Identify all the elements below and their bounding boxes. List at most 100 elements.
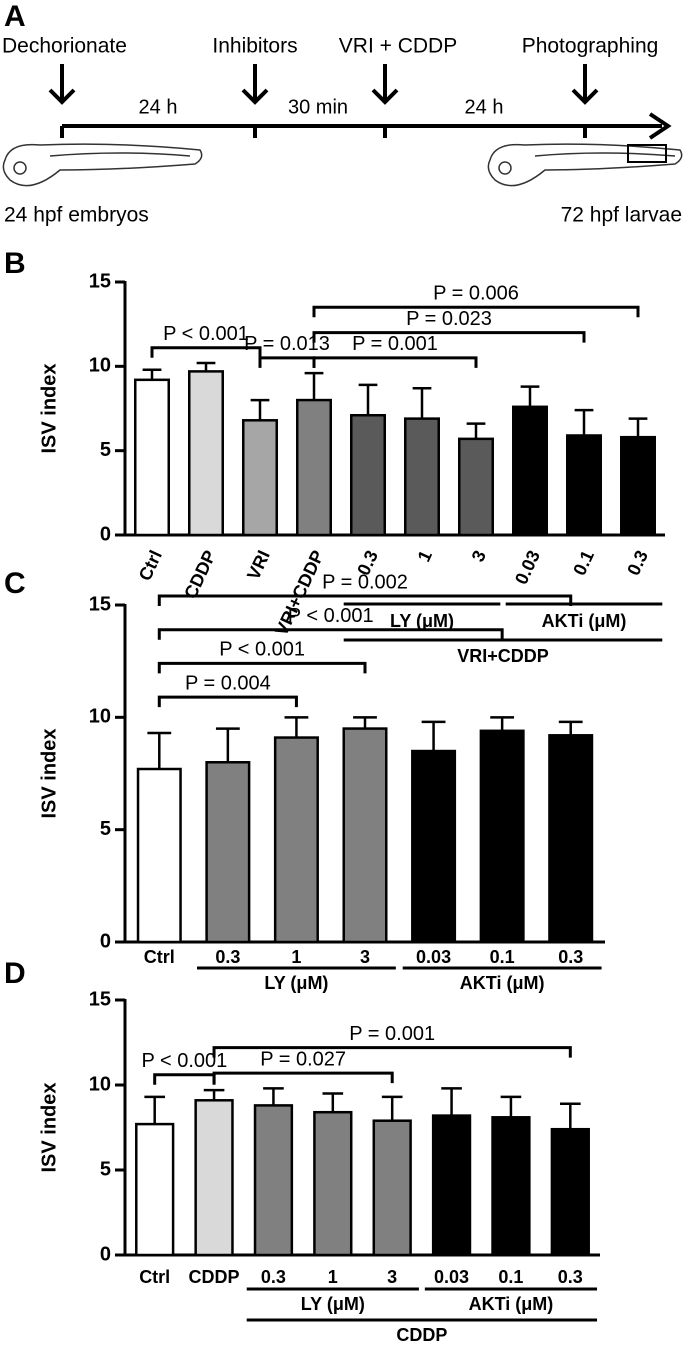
- y-tick-label: 10: [89, 1073, 111, 1095]
- y-axis-title: ISV index: [38, 1082, 60, 1172]
- x-tick-label: Ctrl: [135, 547, 166, 584]
- panel-label: D: [4, 957, 26, 990]
- significance-bracket: [258, 356, 316, 368]
- bar: [242, 419, 278, 537]
- timeline-arrows: [48, 64, 672, 140]
- bar: [411, 749, 457, 944]
- p-value: P = 0.023: [406, 308, 492, 330]
- x-tick-label: 0.3: [623, 547, 652, 578]
- group-label: CDDP: [396, 1325, 447, 1345]
- panel-label: B: [4, 247, 26, 280]
- y-tick-label: 15: [89, 988, 111, 1010]
- significance-bracket: [157, 695, 298, 708]
- panel-a: A Dechorionate Inhibitors VRI + CDDP Pho…: [2, 0, 683, 227]
- group-label: AKTi (μM): [542, 611, 627, 631]
- y-tick-label: 5: [100, 818, 111, 840]
- caption: 72 hpf larvae: [561, 204, 682, 227]
- group-label: AKTi (μM): [460, 973, 545, 993]
- group-label: LY (μM): [264, 973, 328, 993]
- p-value: P = 0.001: [352, 333, 438, 355]
- significance-bracket: [157, 628, 504, 640]
- y-tick-label: 0: [100, 930, 111, 952]
- bar: [342, 727, 388, 944]
- x-tick-label: CDDP: [189, 1267, 240, 1287]
- caption: 24 hpf embryos: [4, 204, 149, 227]
- bar: [548, 734, 594, 944]
- bar: [350, 413, 386, 537]
- x-tick-label: 3: [468, 547, 490, 565]
- x-tick-label: 0.3: [215, 947, 240, 967]
- bar: [566, 434, 602, 537]
- bar: [188, 370, 224, 537]
- panel-label: A: [4, 0, 26, 33]
- x-tick-label: 0.3: [261, 1267, 286, 1287]
- x-tick-label: 0.1: [569, 547, 598, 578]
- x-tick-label: 3: [360, 947, 370, 967]
- bar: [479, 729, 525, 944]
- group-label: LY (μM): [301, 1294, 365, 1314]
- y-tick-label: 0: [100, 523, 111, 545]
- significance-bracket: [312, 331, 586, 343]
- y-tick-label: 15: [89, 593, 111, 615]
- y-tick-label: 5: [100, 1158, 111, 1180]
- y-axis-title: ISV index: [38, 728, 60, 818]
- step-label: Dechorionate: [2, 35, 127, 58]
- bar: [296, 398, 332, 537]
- step-label: Photographing: [522, 35, 659, 58]
- interval-label: 30 min: [288, 96, 348, 118]
- x-tick-label: CDDP: [180, 547, 220, 602]
- p-value: P < 0.001: [219, 639, 305, 661]
- x-tick-label: Ctrl: [139, 1267, 170, 1287]
- significance-bracket: [312, 356, 478, 368]
- significance-bracket: [157, 594, 573, 607]
- step-label: Inhibitors: [212, 35, 297, 58]
- significance-bracket: [312, 305, 640, 318]
- step-label: VRI + CDDP: [339, 35, 457, 58]
- interval-label: 24 h: [465, 96, 504, 118]
- x-tick-label: 3: [387, 1267, 397, 1287]
- p-value: P = 0.027: [260, 1048, 346, 1070]
- p-value: P < 0.001: [163, 323, 249, 345]
- significance-bracket: [153, 1073, 216, 1085]
- x-tick-label: 1: [414, 547, 436, 565]
- bar: [491, 1116, 531, 1257]
- bar: [620, 435, 656, 537]
- group-label: AKTi (μM): [469, 1294, 554, 1314]
- x-tick-label: 0.03: [416, 947, 451, 967]
- bar: [135, 1122, 175, 1257]
- group-label: LY (μM): [390, 611, 454, 631]
- p-value: P = 0.006: [433, 283, 519, 305]
- group-label: VRI+CDDP: [457, 646, 549, 666]
- p-value: P < 0.001: [141, 1050, 227, 1072]
- y-tick-label: 0: [100, 1243, 111, 1265]
- x-tick-label: 0.3: [558, 947, 583, 967]
- p-value: P = 0.013: [244, 333, 330, 355]
- y-axis-title: ISV index: [38, 363, 60, 453]
- bar: [134, 378, 170, 537]
- significance-bracket: [212, 1071, 394, 1084]
- x-tick-label: 1: [291, 947, 301, 967]
- p-value: P = 0.002: [322, 571, 408, 593]
- bar: [512, 405, 548, 537]
- larva-drawing: [487, 143, 683, 187]
- y-tick-label: 15: [89, 270, 111, 292]
- x-tick-label: 0.3: [558, 1267, 583, 1287]
- bar: [136, 767, 182, 944]
- x-tick-label: 0.03: [511, 547, 544, 587]
- bar: [205, 761, 251, 944]
- bar: [194, 1099, 234, 1257]
- bar: [313, 1110, 353, 1257]
- significance-bracket: [150, 346, 262, 358]
- p-value: P = 0.004: [185, 672, 271, 694]
- bar: [550, 1127, 590, 1257]
- x-tick-label: 0.03: [434, 1267, 469, 1287]
- panel-label: C: [4, 567, 26, 600]
- bar: [458, 437, 494, 537]
- bar: [273, 736, 319, 944]
- embryo-drawing: [2, 143, 203, 187]
- x-tick-label: VRI: [243, 547, 274, 583]
- x-tick-label: 0.1: [498, 1267, 523, 1287]
- significance-bracket: [212, 1046, 572, 1058]
- x-tick-label: Ctrl: [144, 947, 175, 967]
